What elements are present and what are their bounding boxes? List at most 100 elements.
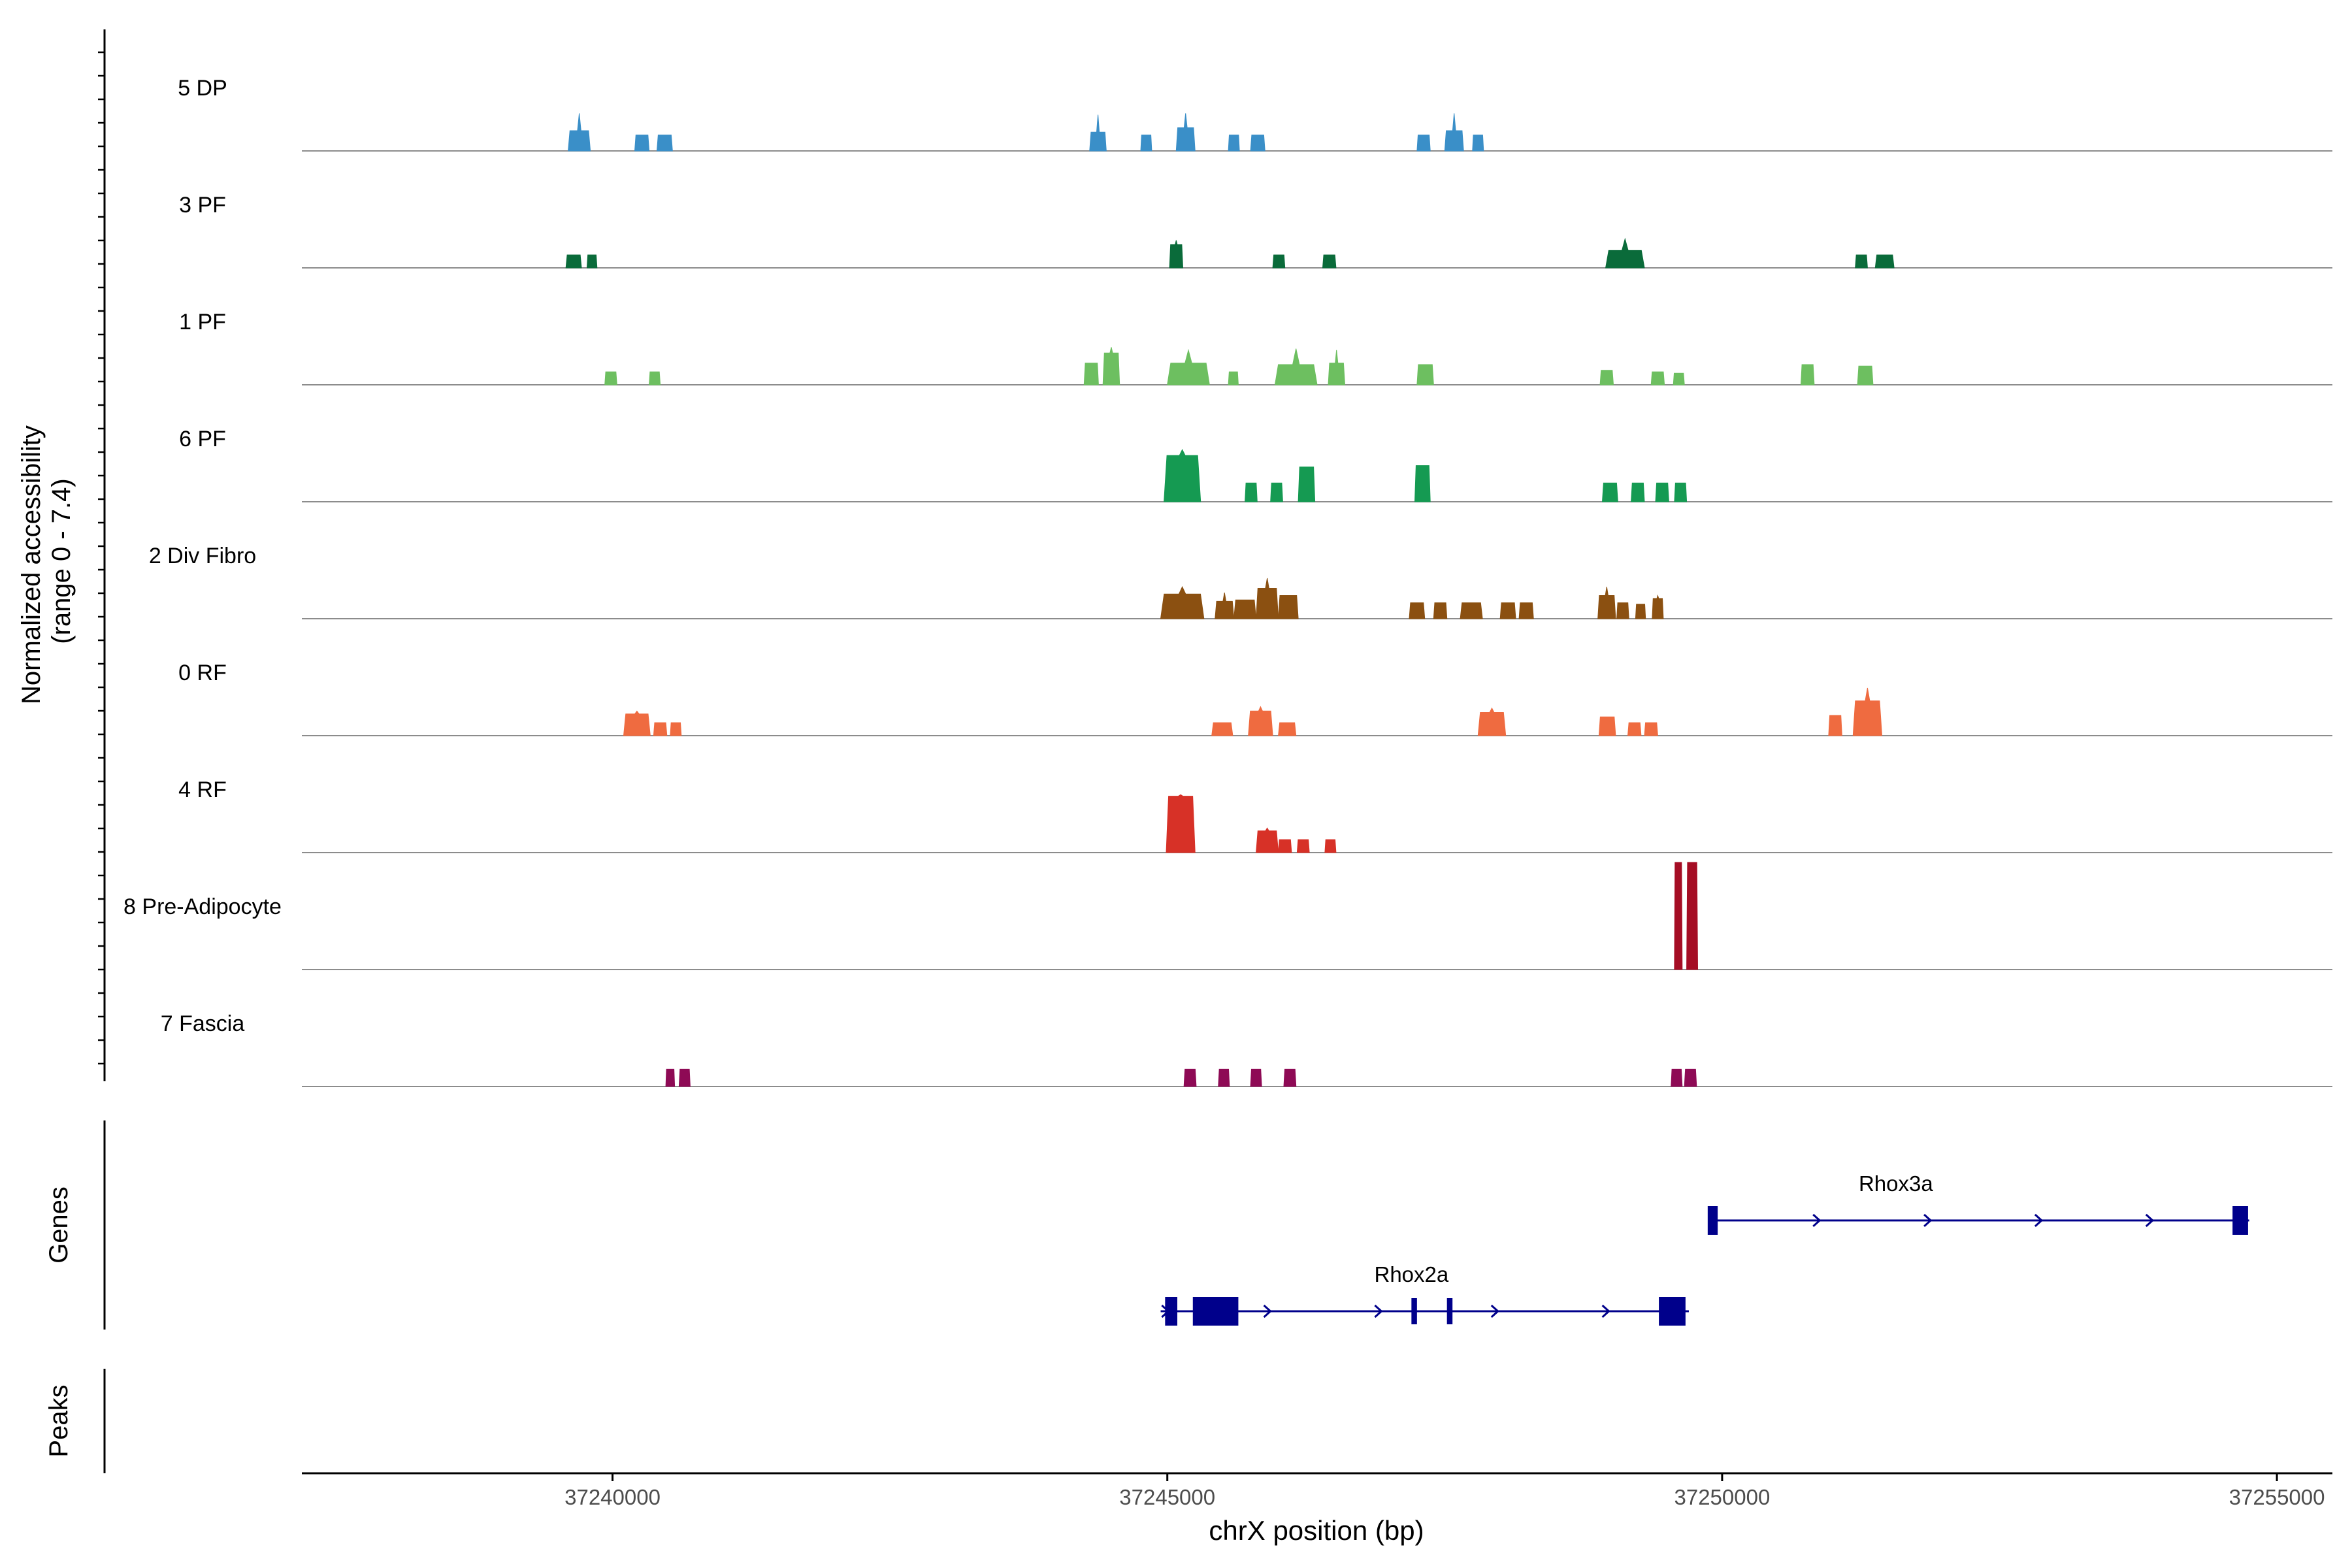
gene-rhox2a: Rhox2a <box>1160 1262 1689 1326</box>
coverage-peak <box>1245 482 1258 502</box>
coverage-peak <box>1250 135 1266 152</box>
coverage-peak <box>656 135 673 152</box>
coverage-peak <box>1857 365 1874 385</box>
track-label: 6 PF <box>179 427 226 451</box>
coverage-peak <box>1673 372 1685 385</box>
x-axis-title: chrX position (bp) <box>1209 1515 1424 1546</box>
coverage-peak <box>1140 135 1152 152</box>
y-axis-title: Normalized accessibility (range 0 - 7.4) <box>17 418 76 704</box>
coverage-peak <box>634 135 650 152</box>
coverage-peak <box>1433 602 1448 619</box>
strand-arrow <box>2145 1213 2155 1228</box>
track-2-div-fibro: 2 Div Fibro <box>149 544 2332 619</box>
gene-name-label: Rhox2a <box>1374 1262 1448 1286</box>
coverage-peak <box>1686 862 1699 970</box>
strand-arrow <box>1601 1304 1610 1318</box>
exon <box>1446 1298 1453 1324</box>
coverage-peak <box>1215 593 1235 619</box>
coverage-peak <box>1274 348 1318 385</box>
track-5-dp: 5 DP <box>178 76 2332 152</box>
coverage-peak <box>649 371 661 385</box>
coverage-peak <box>1416 364 1434 385</box>
strand-arrow <box>2034 1213 2044 1228</box>
track-label: 4 RF <box>178 777 227 802</box>
coverage-peak <box>1518 602 1534 619</box>
coverage-peak <box>670 722 682 736</box>
coverage-peak <box>1164 449 1201 502</box>
coverage-peak <box>1472 135 1484 152</box>
coverage-peak <box>1328 350 1346 385</box>
track-0-rf: 0 RF <box>178 661 2332 736</box>
coverage-peak <box>1674 482 1688 502</box>
coverage-peak <box>1278 595 1299 619</box>
accessibility-axis <box>98 29 106 1081</box>
coverage-peak <box>1616 602 1629 619</box>
gene-annotation-track: Rhox3a Rhox2a <box>1160 1171 2249 1326</box>
exon <box>1659 1297 1686 1326</box>
coverage-peak <box>1250 1068 1262 1087</box>
coverage-peak <box>1416 135 1431 152</box>
coverage-peak <box>1477 707 1507 736</box>
coverage-peak <box>1228 371 1239 385</box>
x-tick-label: 37240000 <box>564 1485 661 1509</box>
track-1-pf: 1 PF <box>179 310 2332 385</box>
gene-rhox3a: Rhox3a <box>1707 1171 2249 1235</box>
coverage-peak <box>1183 1068 1197 1087</box>
coverage-peak <box>623 710 651 736</box>
coverage-peak <box>1248 706 1273 736</box>
track-label: 5 DP <box>178 76 227 101</box>
exon <box>1192 1297 1239 1326</box>
coverage-peak <box>586 254 598 269</box>
coverage-peak <box>1089 114 1107 152</box>
coverage-peak <box>1228 135 1240 152</box>
coverage-peak <box>653 722 668 736</box>
gene-name-label: Rhox3a <box>1859 1171 1933 1196</box>
x-axis: 37240000 37245000 37250000 37255000 <box>302 1472 2332 1509</box>
coverage-peak <box>565 254 582 269</box>
coverage-peak <box>1652 594 1664 619</box>
coverage-peak <box>1169 240 1184 269</box>
track-label: 8 Pre-Adipocyte <box>123 894 282 919</box>
coverage-peak <box>1256 578 1279 619</box>
coverage-peak <box>1597 587 1616 619</box>
track-3-pf: 3 PF <box>179 193 2332 269</box>
x-tick-label: 37250000 <box>1674 1485 1770 1509</box>
strand-arrow <box>1263 1304 1272 1318</box>
track-label: 0 RF <box>178 661 227 685</box>
coverage-peak <box>1278 722 1297 736</box>
coverage-peak <box>1296 839 1310 853</box>
strand-arrow <box>1923 1213 1933 1228</box>
coverage-peak <box>1671 1068 1683 1087</box>
coverage-peak <box>1283 1068 1297 1087</box>
coverage-peak <box>1599 370 1614 385</box>
coverage-peak <box>1166 794 1196 853</box>
track-7-fascia: 7 Fascia <box>161 1011 2332 1087</box>
coverage-peak <box>1211 722 1233 736</box>
coverage-peak <box>665 1068 676 1087</box>
coverage-peak <box>1874 254 1895 269</box>
coverage-peak <box>1298 466 1316 502</box>
coverage-peak <box>1855 254 1868 269</box>
track-label: 3 PF <box>179 193 226 218</box>
coverage-peak <box>678 1068 691 1087</box>
coverage-peak <box>604 371 617 385</box>
coverage-peak <box>1674 862 1683 970</box>
track-label: 1 PF <box>179 310 226 335</box>
coverage-peak <box>1256 827 1279 853</box>
track-label: 2 Div Fibro <box>149 544 256 568</box>
coverage-peak <box>1499 602 1516 619</box>
coverage-peak <box>1631 482 1645 502</box>
coverage-peak <box>1828 715 1842 736</box>
coverage-peak <box>1322 254 1337 269</box>
y-axis-title-line1: Normalized accessibility <box>17 425 46 704</box>
coverage-peak <box>1460 602 1483 619</box>
track-4-rf: 4 RF <box>178 777 2332 853</box>
coverage-peak <box>1270 482 1283 502</box>
x-tick-label: 37245000 <box>1119 1485 1215 1509</box>
exon <box>1411 1298 1417 1324</box>
coverage-peak <box>1684 1068 1697 1087</box>
coverage-peak <box>1102 347 1120 385</box>
coverage-peak <box>1605 237 1645 269</box>
coverage-peak <box>1324 839 1337 853</box>
